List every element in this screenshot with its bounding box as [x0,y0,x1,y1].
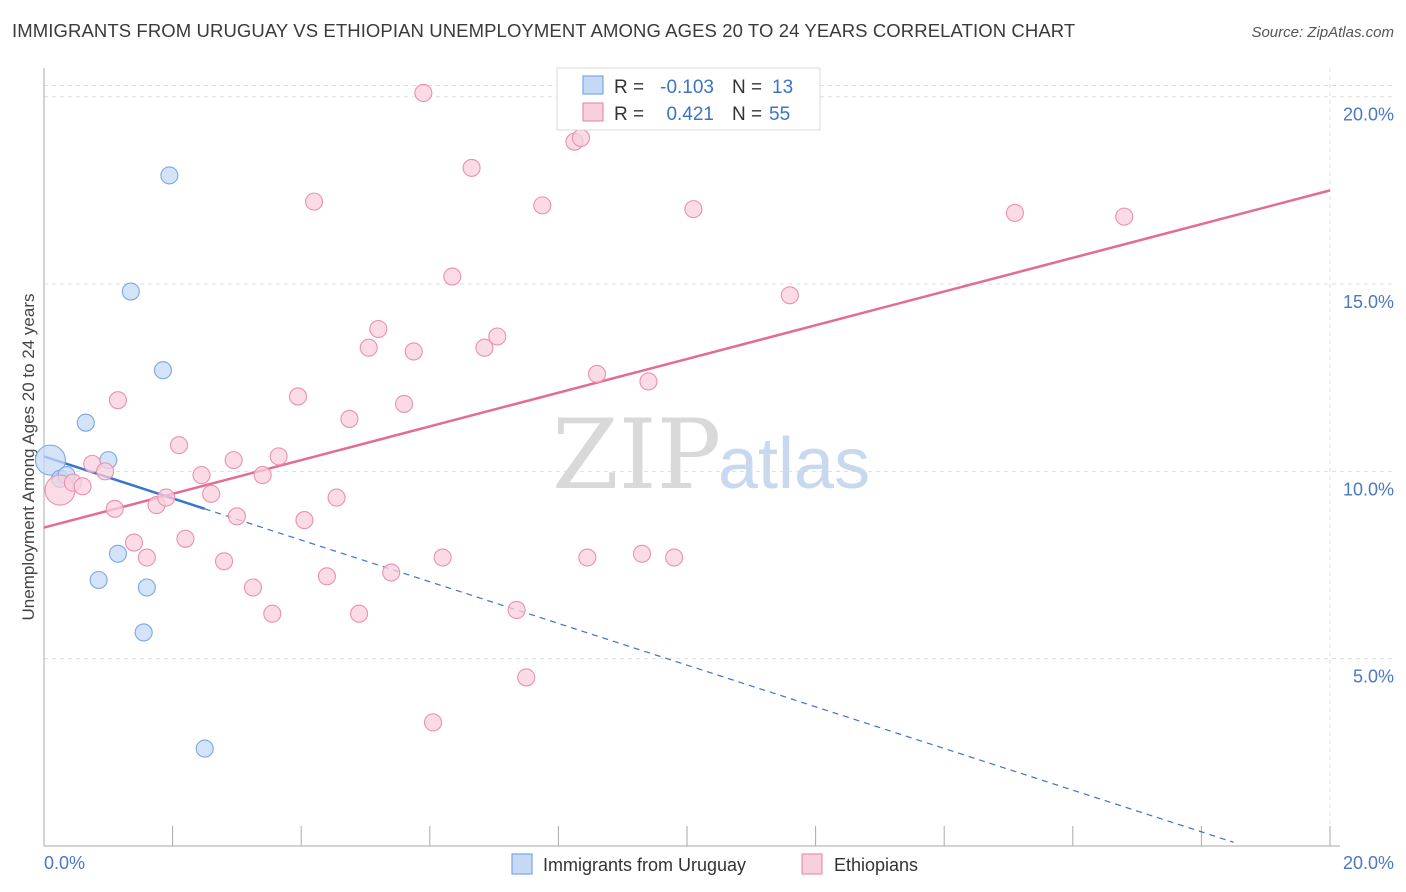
point-ethiopians-40 [488,327,507,346]
legend: Immigrants from Uruguay Ethiopians [511,853,918,875]
point-ethiopians-13 [192,466,211,485]
point-ethiopians-21 [269,447,288,466]
point-uruguay-10 [137,578,156,597]
point-ethiopians-50 [684,200,703,219]
y-axis-label: Unemployment Among Ages 20 to 24 years [19,294,38,621]
point-uruguay-12 [195,739,214,758]
point-ethiopians-18 [243,578,263,597]
point-uruguay-9 [89,570,108,590]
chart-title: IMMIGRANTS FROM URUGUAY VS ETHIOPIAN UNE… [12,20,1076,41]
point-ethiopians-43 [533,196,552,215]
point-ethiopians-31 [382,563,401,582]
point-ethiopians-11 [169,436,189,455]
point-ethiopians-32 [395,394,414,413]
y-tick-labels: 5.0% 10.0% 15.0% 20.0% [1343,105,1394,687]
point-ethiopians-38 [462,158,481,177]
stats-n-label-uruguay: N = [732,77,762,98]
legend-swatch-uruguay [511,853,533,875]
point-ethiopians-8 [137,548,156,567]
x-tick-label-min: 0.0% [44,853,85,873]
point-ethiopians-20 [263,604,282,623]
point-uruguay-3 [76,413,95,432]
point-ethiopians-10 [157,488,176,507]
point-ethiopians-24 [295,511,314,530]
point-ethiopians-19 [253,466,272,485]
point-ethiopians-54 [571,128,590,147]
point-ethiopians-47 [632,544,652,563]
point-uruguay-7 [153,361,173,380]
y-tick-label-20: 20.0% [1343,105,1394,125]
data-points [34,83,1134,758]
trend-line-dashed-uruguay [204,508,1234,843]
stats-n-value-uruguay: 13 [772,77,793,98]
stats-swatch-ethiopians [582,102,604,122]
point-ethiopians-4 [96,462,115,481]
point-ethiopians-23 [305,192,324,211]
point-ethiopians-25 [317,567,336,586]
point-ethiopians-17 [227,507,246,526]
stats-r-label-uruguay: R = [614,77,644,98]
point-ethiopians-36 [433,548,452,567]
point-ethiopians-35 [423,713,443,732]
legend-label-ethiopians: Ethiopians [834,855,918,875]
y-tick-label-5: 5.0% [1353,667,1394,687]
watermark-atlas: atlas [718,424,870,504]
stats-n-label-ethiopians: N = [732,104,762,125]
point-ethiopians-12 [176,529,195,548]
point-ethiopians-5 [105,499,124,518]
point-ethiopians-48 [639,372,658,391]
point-ethiopians-49 [665,548,684,567]
point-ethiopians-2 [73,477,92,496]
point-uruguay-5 [121,282,140,301]
watermark-zip: ZIP [552,399,721,511]
stats-swatch-uruguay [582,75,604,95]
stats-n-value-ethiopians: 55 [769,104,790,125]
point-ethiopians-34 [414,83,433,103]
point-uruguay-8 [108,544,127,563]
point-uruguay-0 [34,444,66,476]
legend-label-uruguay: Immigrants from Uruguay [543,855,746,875]
x-axis-ticks [172,826,1331,846]
point-ethiopians-26 [327,488,346,507]
point-ethiopians-52 [1005,203,1024,222]
point-ethiopians-7 [124,533,144,552]
trend-line-uruguay [43,455,206,511]
point-ethiopians-30 [369,319,388,339]
point-ethiopians-27 [340,409,359,428]
stats-box: R = -0.103 N = 13 R = 0.421 N = 55 [556,67,821,131]
point-ethiopians-39 [475,338,494,357]
legend-swatch-ethiopians [801,853,823,875]
stats-r-value-ethiopians: 0.421 [666,104,714,125]
point-ethiopians-42 [517,668,536,687]
point-ethiopians-33 [404,342,423,361]
point-ethiopians-37 [443,267,462,286]
point-ethiopians-16 [224,451,243,470]
point-ethiopians-51 [780,286,799,305]
point-ethiopians-14 [202,484,221,503]
point-ethiopians-6 [108,391,127,410]
y-tick-label-10: 10.0% [1343,479,1394,499]
point-ethiopians-53 [1115,207,1134,226]
point-ethiopians-22 [288,387,308,406]
y-tick-label-15: 15.0% [1343,292,1394,312]
point-ethiopians-46 [587,364,607,384]
source-label: Source: ZipAtlas.com [1251,24,1394,41]
point-uruguay-6 [160,166,179,185]
stats-r-value-uruguay: -0.103 [660,77,714,98]
point-ethiopians-29 [359,338,378,357]
point-ethiopians-15 [214,552,234,571]
x-tick-label-max: 20.0% [1343,853,1394,873]
point-ethiopians-28 [350,604,369,623]
stats-r-label-ethiopians: R = [614,104,644,125]
point-uruguay-11 [134,623,153,642]
point-ethiopians-45 [578,548,597,567]
point-ethiopians-41 [507,600,526,620]
